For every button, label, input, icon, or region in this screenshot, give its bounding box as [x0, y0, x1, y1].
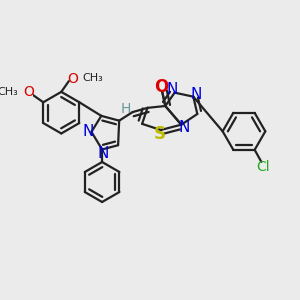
- Text: O: O: [67, 71, 78, 85]
- Text: S: S: [154, 125, 166, 143]
- Text: O: O: [23, 85, 34, 99]
- Text: CH₃: CH₃: [0, 87, 18, 97]
- Text: N: N: [178, 120, 190, 135]
- Text: N: N: [167, 82, 178, 97]
- Text: O: O: [154, 77, 169, 95]
- Text: N: N: [190, 87, 202, 102]
- Text: N: N: [82, 124, 93, 139]
- Text: CH₃: CH₃: [82, 73, 103, 83]
- Text: H: H: [121, 103, 131, 116]
- Text: Cl: Cl: [256, 160, 270, 174]
- Text: N: N: [98, 146, 109, 161]
